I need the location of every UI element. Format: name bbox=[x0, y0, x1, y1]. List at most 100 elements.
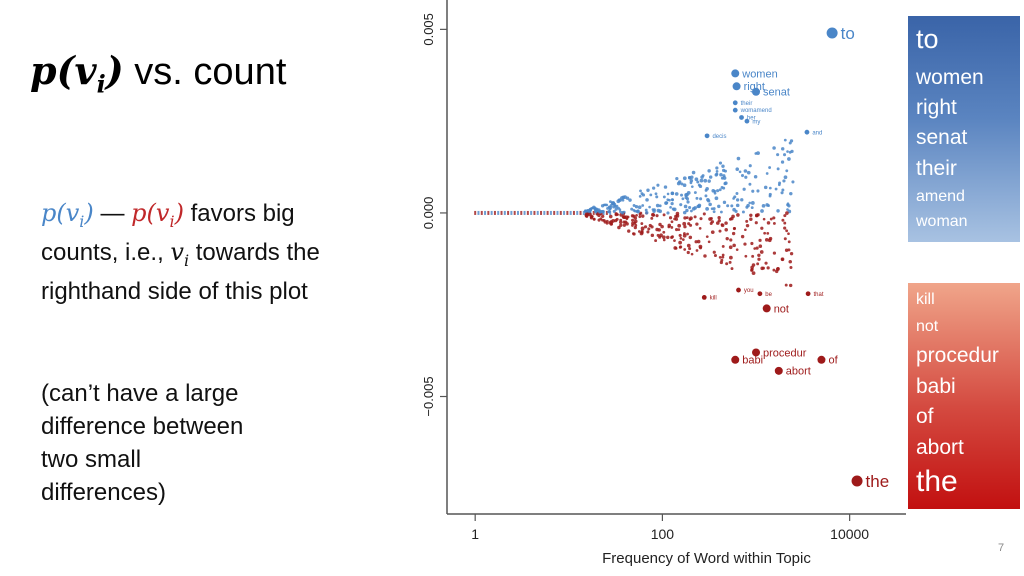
vi-sub: i bbox=[183, 250, 190, 270]
background-point bbox=[730, 267, 734, 271]
background-point bbox=[662, 213, 666, 217]
background-point bbox=[704, 194, 708, 198]
background-point bbox=[713, 189, 717, 193]
background-point bbox=[615, 217, 619, 221]
background-point bbox=[781, 218, 785, 222]
background-point bbox=[748, 164, 752, 168]
background-point bbox=[484, 210, 487, 215]
background-point bbox=[715, 166, 719, 170]
data-point bbox=[805, 291, 811, 297]
background-point bbox=[638, 213, 642, 216]
background-point bbox=[659, 233, 663, 238]
background-point bbox=[709, 175, 713, 179]
x-tick-label: 10000 bbox=[830, 526, 869, 542]
background-point bbox=[683, 204, 688, 209]
data-point-label: to bbox=[841, 24, 855, 43]
background-point bbox=[760, 209, 764, 213]
background-point bbox=[636, 209, 640, 214]
background-point bbox=[687, 176, 691, 179]
background-point bbox=[666, 192, 670, 196]
background-point bbox=[646, 230, 650, 234]
background-point bbox=[791, 180, 795, 184]
background-point bbox=[660, 224, 664, 229]
background-point bbox=[781, 147, 785, 151]
background-point bbox=[614, 212, 618, 216]
background-point bbox=[733, 226, 736, 230]
title-math: p(v bbox=[30, 48, 97, 93]
background-point bbox=[654, 239, 658, 243]
background-point bbox=[637, 230, 641, 233]
background-point bbox=[634, 205, 639, 209]
background-point bbox=[740, 234, 745, 239]
background-point bbox=[667, 225, 671, 229]
background-point bbox=[694, 240, 698, 244]
background-point bbox=[618, 208, 622, 211]
background-point bbox=[733, 195, 737, 199]
background-point bbox=[540, 210, 543, 215]
background-point bbox=[707, 179, 711, 183]
background-point bbox=[743, 169, 748, 173]
explanation-line-2: counts, i.e., vi towards the bbox=[41, 237, 320, 276]
background-point bbox=[714, 196, 719, 201]
background-point bbox=[766, 266, 770, 270]
background-point bbox=[621, 195, 626, 200]
background-point bbox=[610, 201, 615, 205]
background-point bbox=[703, 254, 707, 258]
background-point bbox=[658, 209, 662, 214]
background-point bbox=[631, 221, 635, 226]
background-point bbox=[757, 253, 761, 258]
background-point bbox=[526, 210, 529, 215]
background-point bbox=[674, 228, 679, 232]
background-point bbox=[650, 216, 654, 220]
data-point-label: that bbox=[814, 292, 824, 298]
data-point bbox=[804, 129, 810, 135]
background-point bbox=[699, 178, 704, 183]
data-point-label: senat bbox=[763, 87, 790, 99]
background-point bbox=[670, 235, 674, 239]
background-point bbox=[658, 204, 662, 208]
background-point bbox=[787, 240, 791, 244]
red-prob-close: ) bbox=[174, 199, 184, 227]
background-point bbox=[713, 253, 717, 258]
background-point bbox=[487, 210, 490, 215]
data-point bbox=[732, 100, 738, 106]
background-point bbox=[569, 210, 572, 215]
note-line-2: difference between bbox=[41, 413, 244, 440]
background-point bbox=[648, 205, 651, 209]
background-point bbox=[724, 181, 728, 185]
background-point bbox=[682, 210, 687, 215]
background-point bbox=[690, 175, 694, 179]
background-point bbox=[735, 167, 739, 171]
background-point bbox=[601, 218, 604, 222]
background-point bbox=[632, 203, 636, 207]
background-point bbox=[690, 252, 694, 256]
background-point bbox=[715, 172, 719, 176]
background-point bbox=[745, 219, 749, 223]
background-point bbox=[765, 203, 769, 207]
legend-blue-word: amend bbox=[916, 188, 965, 205]
background-point bbox=[722, 168, 726, 172]
data-point bbox=[762, 304, 771, 313]
background-point bbox=[690, 185, 694, 188]
background-point bbox=[745, 205, 749, 209]
background-point bbox=[640, 229, 644, 233]
background-point bbox=[601, 209, 605, 214]
background-point bbox=[768, 186, 772, 190]
background-point bbox=[775, 267, 780, 272]
background-point bbox=[744, 175, 748, 179]
background-point bbox=[670, 202, 674, 206]
background-point bbox=[785, 229, 789, 233]
background-point bbox=[772, 268, 776, 272]
line2-rest: towards the bbox=[189, 238, 320, 266]
background-point bbox=[584, 209, 589, 213]
data-point-label: womamend bbox=[740, 108, 772, 114]
background-point bbox=[645, 198, 649, 202]
background-point bbox=[688, 235, 693, 240]
legend-blue-word: right bbox=[916, 96, 957, 119]
background-point bbox=[633, 219, 638, 224]
data-point bbox=[774, 366, 783, 375]
background-point bbox=[507, 210, 510, 215]
background-point bbox=[572, 210, 575, 215]
background-point bbox=[754, 213, 759, 218]
line1-rest: favors big bbox=[183, 200, 295, 227]
